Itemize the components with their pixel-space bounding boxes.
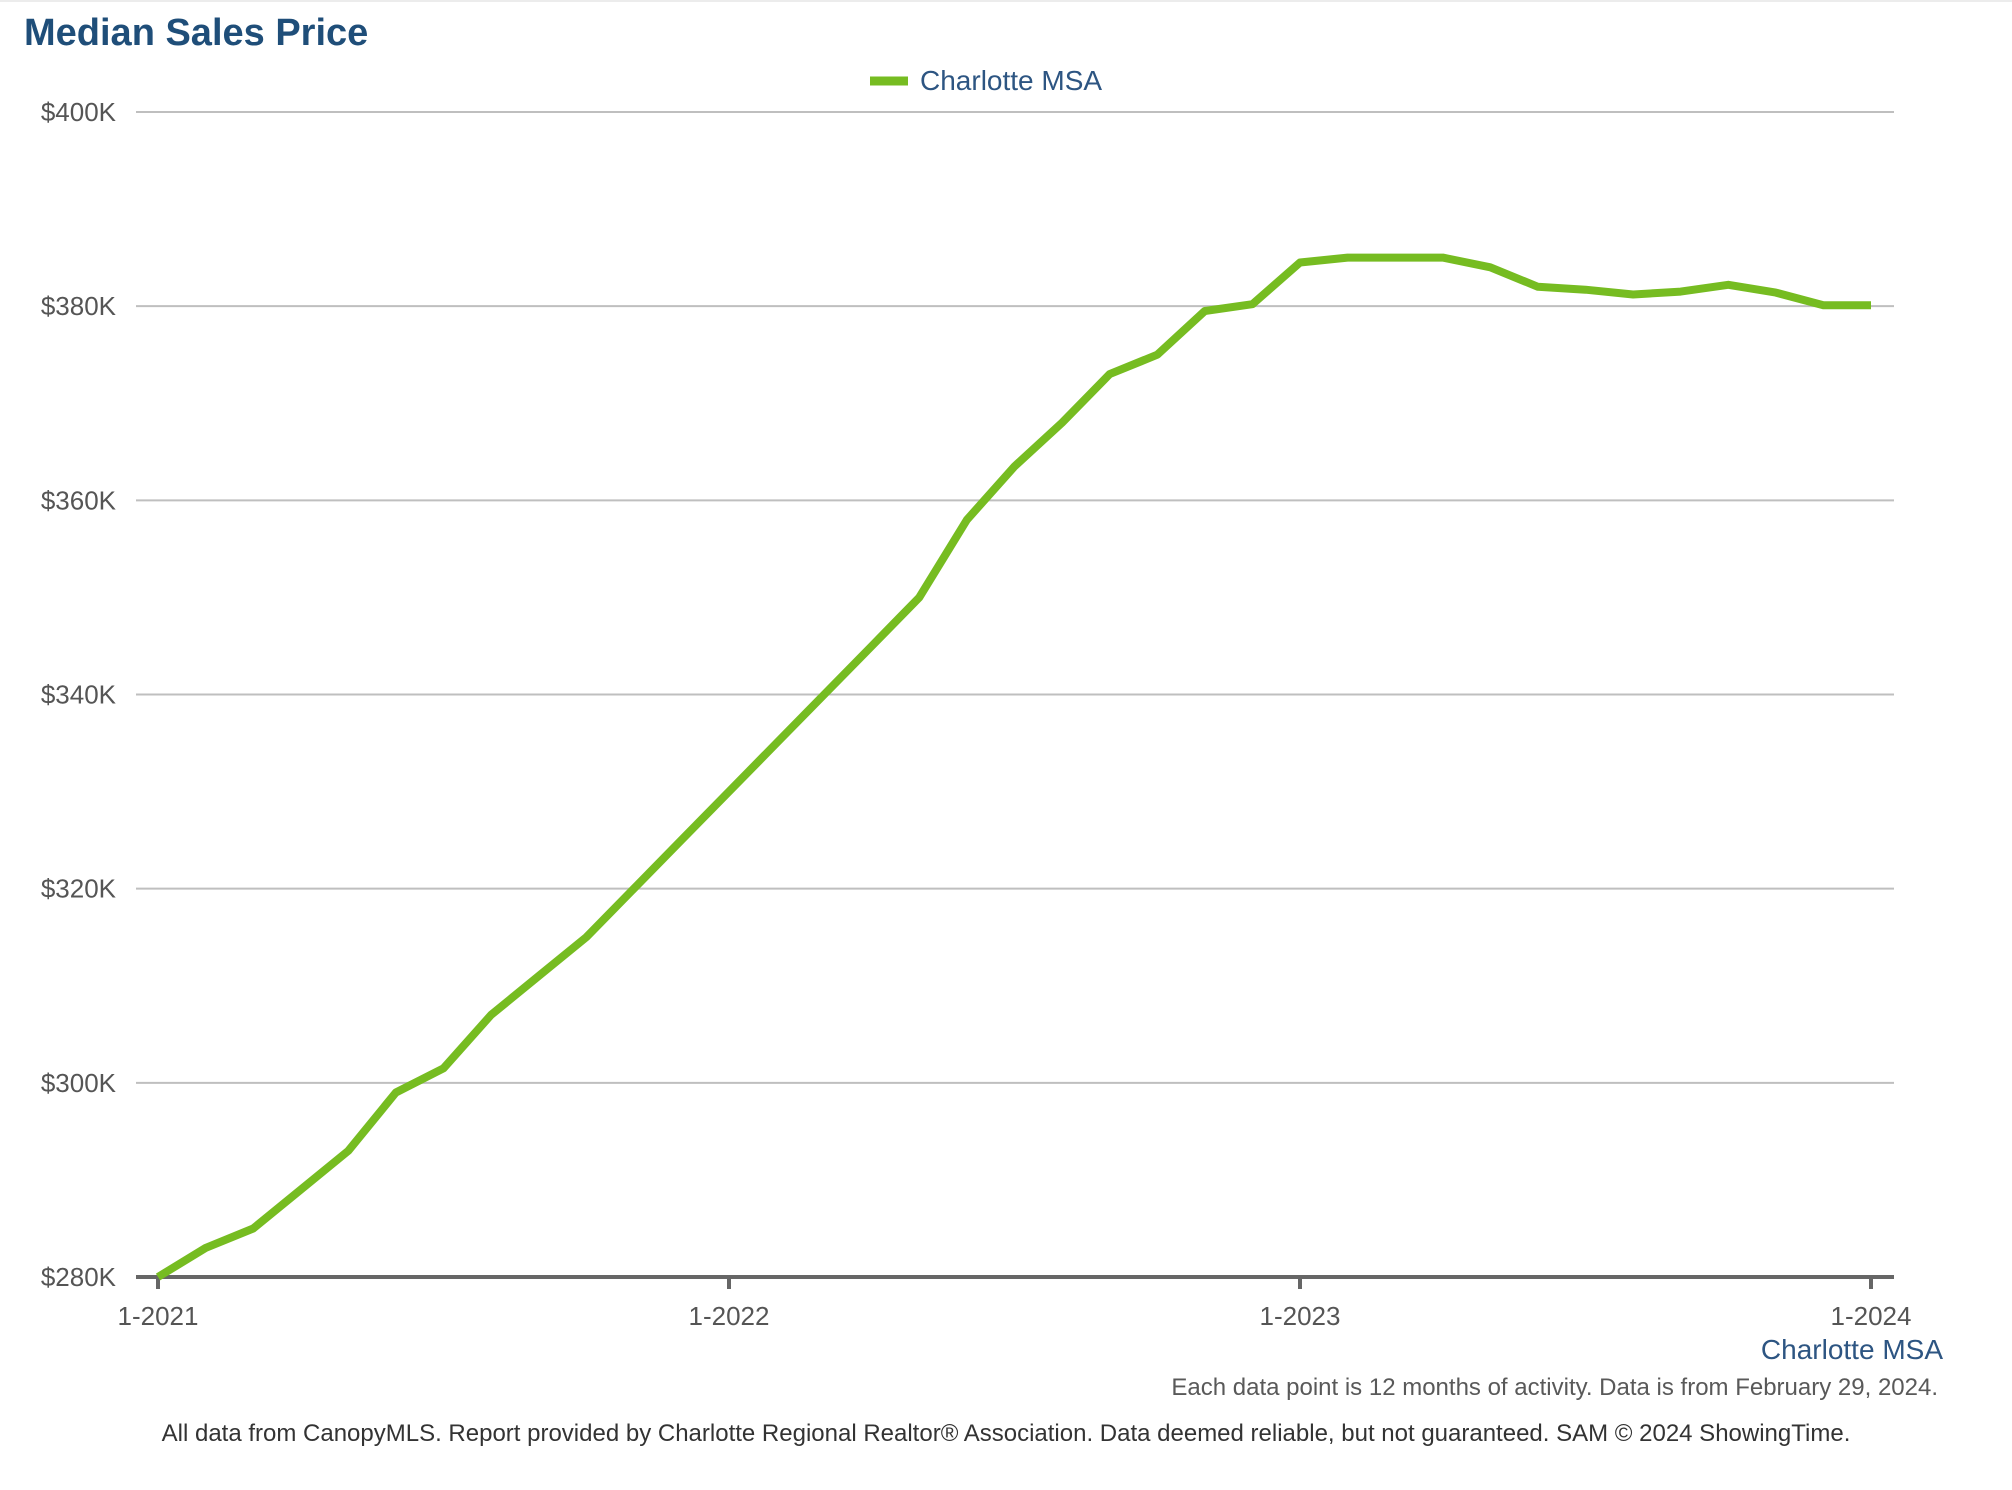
y-tick-label: $280K bbox=[41, 1262, 117, 1292]
legend-label: Charlotte MSA bbox=[920, 65, 1102, 96]
series-line bbox=[155, 253, 1871, 1281]
y-tick-label: $340K bbox=[41, 680, 117, 710]
series-lines bbox=[155, 253, 1871, 1281]
y-tick-label: $380K bbox=[41, 291, 117, 321]
series-caption: Charlotte MSA bbox=[1761, 1334, 1943, 1365]
x-tick-label: 1-2022 bbox=[689, 1301, 770, 1331]
y-tick-label: $320K bbox=[41, 874, 117, 904]
data-note: Each data point is 12 months of activity… bbox=[1171, 1374, 1938, 1401]
y-axis-tick-labels: $280K $300K $320K $340K $360K $380K $400K bbox=[41, 97, 117, 1292]
chart-title: Median Sales Price bbox=[24, 12, 369, 54]
y-tick-label: $360K bbox=[41, 485, 117, 515]
x-tick-label: 1-2023 bbox=[1260, 1301, 1341, 1331]
y-tick-label: $300K bbox=[41, 1068, 117, 1098]
x-tick-label: 1-2021 bbox=[118, 1301, 199, 1331]
top-divider bbox=[0, 0, 2012, 2]
x-tick-label: 1-2024 bbox=[1831, 1301, 1912, 1331]
grid-lines bbox=[136, 111, 1894, 1084]
legend: Charlotte MSA bbox=[870, 65, 1102, 96]
footer-disclaimer: All data from CanopyMLS. Report provided… bbox=[161, 1420, 1851, 1447]
x-axis-ticks: 1-2021 1-2022 1-2023 1-2024 bbox=[118, 1277, 1912, 1331]
y-tick-label: $400K bbox=[41, 97, 117, 127]
